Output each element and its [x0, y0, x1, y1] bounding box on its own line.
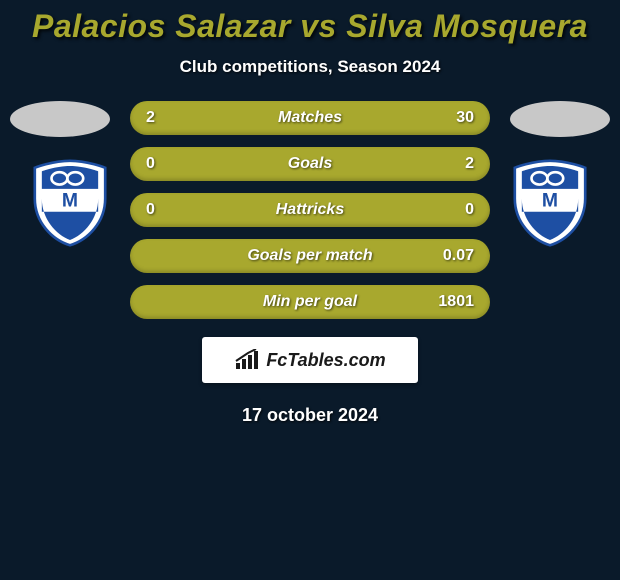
club-badge-left: M — [26, 159, 114, 247]
shield-icon: M — [26, 159, 114, 247]
stat-row: 2 Matches 30 — [130, 101, 490, 135]
date-label: 17 october 2024 — [0, 405, 620, 426]
stat-label: Min per goal — [188, 293, 432, 311]
branding-text: FcTables.com — [266, 350, 385, 371]
stat-right-value: 30 — [432, 109, 474, 127]
club-badge-right: M — [506, 159, 594, 247]
player-left-placeholder — [10, 101, 110, 137]
branding-badge: FcTables.com — [202, 337, 418, 383]
svg-text:M: M — [542, 190, 558, 212]
comparison-card: Palacios Salazar vs Silva Mosquera Club … — [0, 0, 620, 426]
bar-chart-icon — [234, 349, 260, 371]
stat-left-value: 0 — [146, 201, 188, 219]
stat-label: Goals per match — [188, 247, 432, 265]
stat-row: 0 Goals 2 — [130, 147, 490, 181]
stat-row: Min per goal 1801 — [130, 285, 490, 319]
stat-rows: 2 Matches 30 0 Goals 2 0 Hattricks 0 Goa… — [130, 101, 490, 331]
subtitle: Club competitions, Season 2024 — [0, 57, 620, 77]
page-title: Palacios Salazar vs Silva Mosquera — [0, 8, 620, 45]
stat-label: Goals — [188, 155, 432, 173]
shield-icon: M — [506, 159, 594, 247]
stat-right-value: 1801 — [432, 293, 474, 311]
stat-left-value: 0 — [146, 155, 188, 173]
stat-label: Hattricks — [188, 201, 432, 219]
stat-right-value: 0 — [432, 201, 474, 219]
stat-label: Matches — [188, 109, 432, 127]
svg-text:M: M — [62, 190, 78, 212]
stat-left-value: 2 — [146, 109, 188, 127]
stats-area: M M 2 Matches 30 0 Goals 2 — [0, 101, 620, 331]
stat-row: 0 Hattricks 0 — [130, 193, 490, 227]
player-right-placeholder — [510, 101, 610, 137]
stat-right-value: 0.07 — [432, 247, 474, 265]
stat-row: Goals per match 0.07 — [130, 239, 490, 273]
stat-right-value: 2 — [432, 155, 474, 173]
